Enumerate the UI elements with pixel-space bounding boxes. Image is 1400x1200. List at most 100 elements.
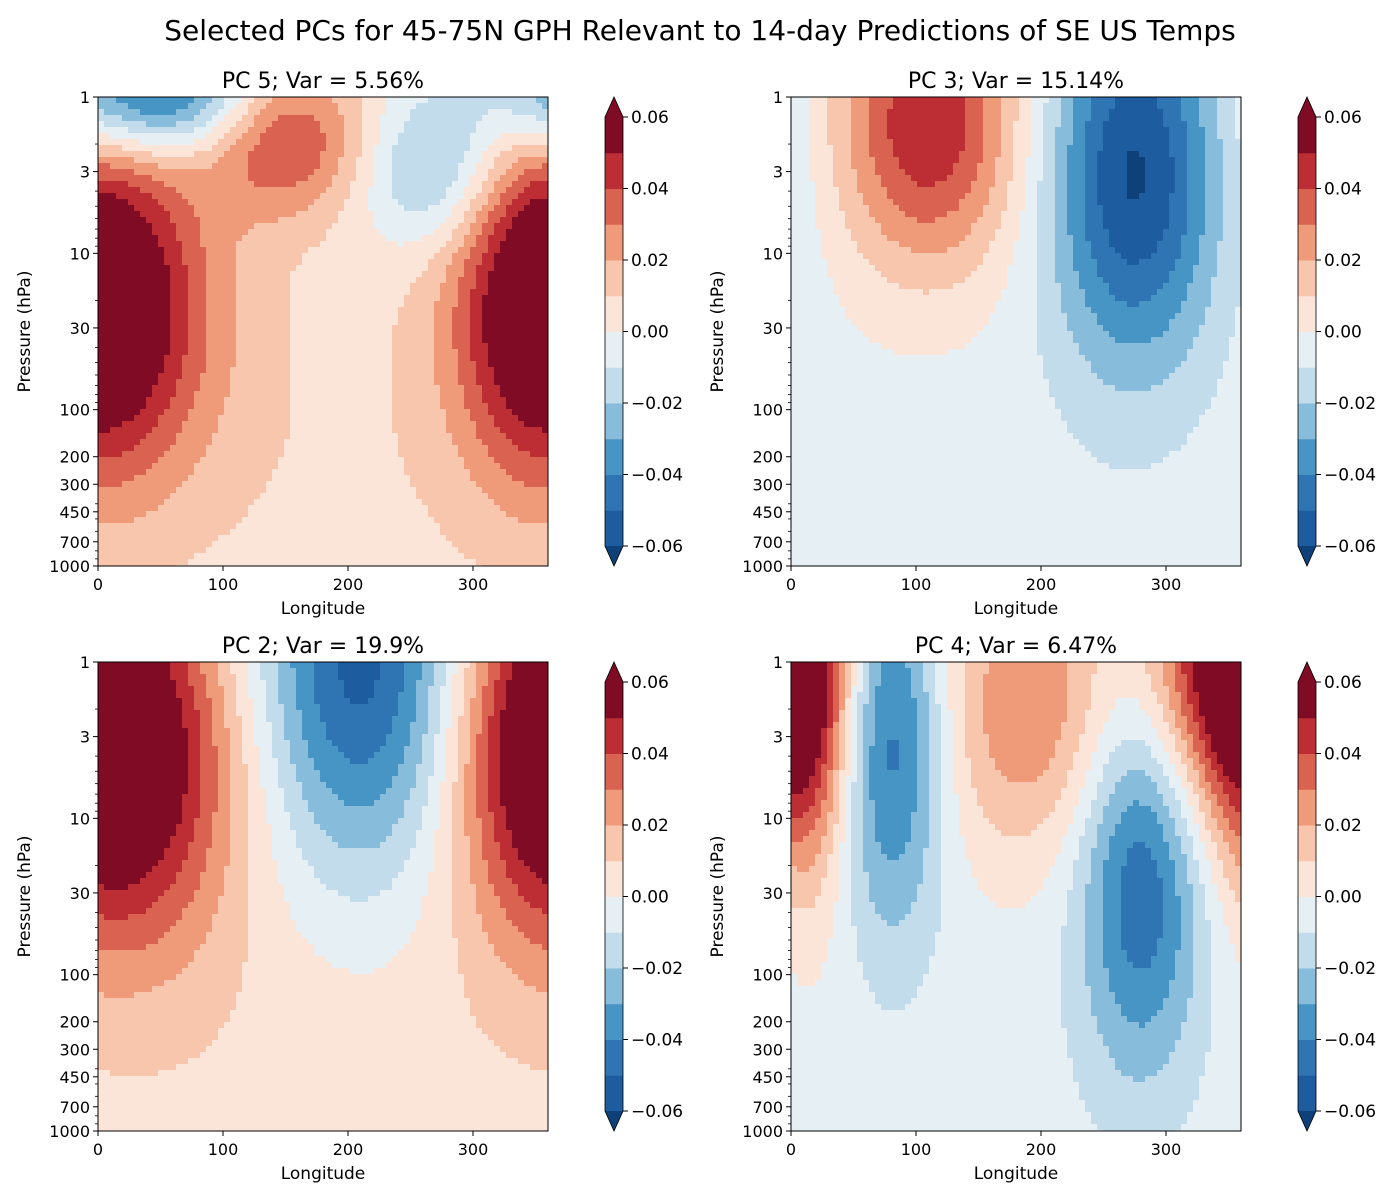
- contour-cell: [254, 193, 261, 200]
- contour-cell: [110, 151, 117, 158]
- contour-cell: [122, 235, 129, 242]
- contour-cell: [320, 115, 327, 122]
- contour-cell: [254, 487, 261, 494]
- contour-cell: [224, 169, 231, 176]
- contour-cell: [98, 103, 105, 110]
- contour-cell: [164, 97, 171, 104]
- contour-cell: [338, 151, 345, 158]
- contour-cell: [512, 277, 519, 284]
- contour-cell: [350, 241, 357, 248]
- contour-cell: [440, 127, 447, 134]
- contour-cell: [482, 271, 489, 278]
- contour-cell: [134, 379, 141, 386]
- contour-cell: [176, 421, 183, 428]
- contour-cell: [110, 487, 117, 494]
- contour-cell: [218, 421, 225, 428]
- contour-cell: [422, 331, 429, 338]
- contour-cell: [218, 415, 225, 422]
- contour-cell: [464, 103, 471, 110]
- contour-cell: [218, 475, 225, 482]
- contour-cell: [458, 133, 465, 140]
- contour-cell: [512, 235, 519, 242]
- contour-cell: [356, 397, 363, 404]
- contour-cell: [248, 181, 255, 188]
- contour-cell: [302, 379, 309, 386]
- contour-cell: [422, 349, 429, 356]
- contour-cell: [350, 451, 357, 458]
- contour-cell: [530, 421, 537, 428]
- contour-cell: [470, 373, 477, 380]
- contour-cell: [308, 115, 315, 122]
- contour-cell: [104, 253, 111, 260]
- contour-cell: [500, 409, 507, 416]
- contour-cell: [374, 445, 381, 452]
- contour-cell: [254, 97, 261, 104]
- contour-cell: [146, 349, 153, 356]
- contour-cell: [176, 307, 183, 314]
- contour-cell: [536, 379, 543, 386]
- contour-cell: [320, 373, 327, 380]
- contour-cell: [494, 463, 501, 470]
- contour-cell: [260, 355, 267, 362]
- contour-cell: [194, 451, 201, 458]
- contour-cell: [200, 253, 207, 260]
- contour-cell: [110, 235, 117, 242]
- contour-cell: [404, 127, 411, 134]
- contour-cell: [290, 181, 297, 188]
- contour-cell: [278, 235, 285, 242]
- contour-cell: [116, 439, 123, 446]
- contour-cell: [392, 283, 399, 290]
- contour-cell: [260, 205, 267, 212]
- contour-cell: [320, 349, 327, 356]
- contour-cell: [398, 133, 405, 140]
- contour-cell: [260, 121, 267, 128]
- contour-cell: [506, 325, 513, 332]
- contour-cell: [368, 121, 375, 128]
- contour-cell: [350, 259, 357, 266]
- contour-cell: [242, 331, 249, 338]
- contour-cell: [338, 397, 345, 404]
- contour-cell: [176, 199, 183, 206]
- contour-cell: [392, 199, 399, 206]
- contour-cell: [398, 469, 405, 476]
- contour-cell: [410, 223, 417, 230]
- contour-cell: [218, 193, 225, 200]
- contour-cell: [398, 301, 405, 308]
- contour-cell: [338, 133, 345, 140]
- contour-cell: [176, 319, 183, 326]
- contour-cell: [218, 157, 225, 164]
- contour-cell: [200, 151, 207, 158]
- contour-cell: [110, 199, 117, 206]
- contour-cell: [116, 259, 123, 266]
- contour-cell: [320, 253, 327, 260]
- contour-cell: [344, 379, 351, 386]
- contour-cell: [536, 253, 543, 260]
- contour-cell: [440, 385, 447, 392]
- contour-cell: [170, 451, 177, 458]
- contour-cell: [272, 385, 279, 392]
- contour-cell: [200, 385, 207, 392]
- contour-cell: [182, 301, 189, 308]
- contour-cell: [176, 301, 183, 308]
- contour-cell: [164, 271, 171, 278]
- contour-cell: [122, 481, 129, 488]
- contour-cell: [428, 463, 435, 470]
- contour-cell: [518, 457, 525, 464]
- contour-cell: [386, 427, 393, 434]
- contour-cell: [452, 283, 459, 290]
- contour-cell: [326, 427, 333, 434]
- contour-cell: [230, 283, 237, 290]
- contour-cell: [368, 235, 375, 242]
- contour-cell: [248, 187, 255, 194]
- contour-cell: [470, 193, 477, 200]
- contour-cell: [458, 151, 465, 158]
- contour-cell: [488, 421, 495, 428]
- contour-cell: [140, 457, 147, 464]
- contour-cell: [284, 325, 291, 332]
- contour-cell: [230, 247, 237, 254]
- contour-cell: [488, 349, 495, 356]
- contour-cell: [398, 175, 405, 182]
- contour-cell: [512, 331, 519, 338]
- contour-cell: [230, 415, 237, 422]
- contour-cell: [338, 199, 345, 206]
